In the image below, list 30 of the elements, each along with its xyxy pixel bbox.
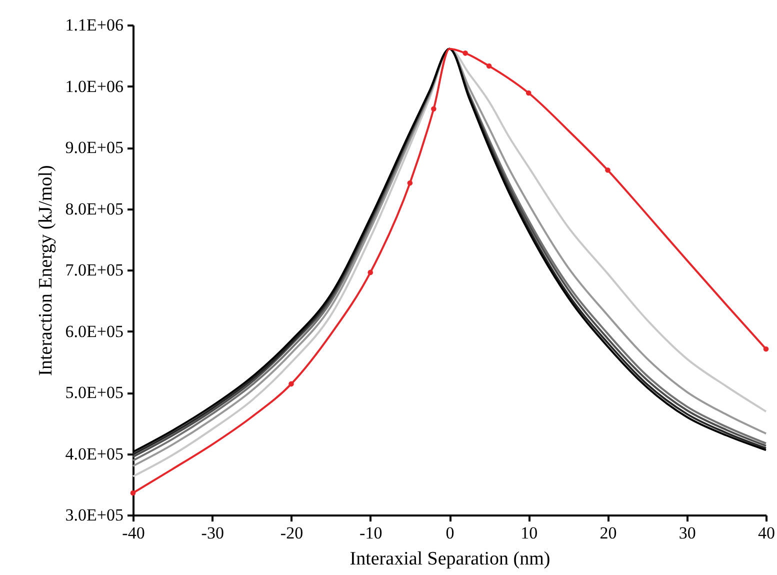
x-tick-label: -40 <box>122 524 145 542</box>
x-tick-label: 10 <box>520 524 538 542</box>
y-axis-title: Interaction Energy (kJ/mol) <box>35 165 56 376</box>
point <box>130 490 136 496</box>
y-tick-label: 1.0E+06 <box>65 76 124 96</box>
x-tick-label: -10 <box>360 524 382 542</box>
point <box>605 168 610 173</box>
point <box>288 381 294 387</box>
y-tick-label: 1.1E+06 <box>65 16 124 34</box>
x-tick-label: 40 <box>758 524 775 542</box>
point <box>407 180 413 186</box>
y-tick-label: 9.0E+05 <box>65 138 124 157</box>
y-tick-label: 3.0E+05 <box>65 506 124 524</box>
y-tick-label: 8.0E+05 <box>65 199 124 218</box>
y-tick-label: 4.0E+05 <box>65 444 124 464</box>
point <box>431 106 436 112</box>
point <box>462 50 468 56</box>
x-tick-label: -20 <box>280 524 304 542</box>
x-tick-label: 20 <box>600 524 617 542</box>
y-tick-label: 7.0E+05 <box>65 260 124 280</box>
point <box>368 270 374 276</box>
x-tick-label: 0 <box>446 524 454 542</box>
point <box>486 63 492 69</box>
x-tick-label: -30 <box>201 524 224 542</box>
y-tick-label: 5.0E+05 <box>65 383 124 402</box>
y-tick-label: 6.0E+05 <box>65 322 124 341</box>
x-tick-label: 30 <box>678 524 696 542</box>
point <box>526 90 532 96</box>
point <box>763 346 769 352</box>
x-axis-title: Interaxial Separation (nm) <box>350 548 550 570</box>
